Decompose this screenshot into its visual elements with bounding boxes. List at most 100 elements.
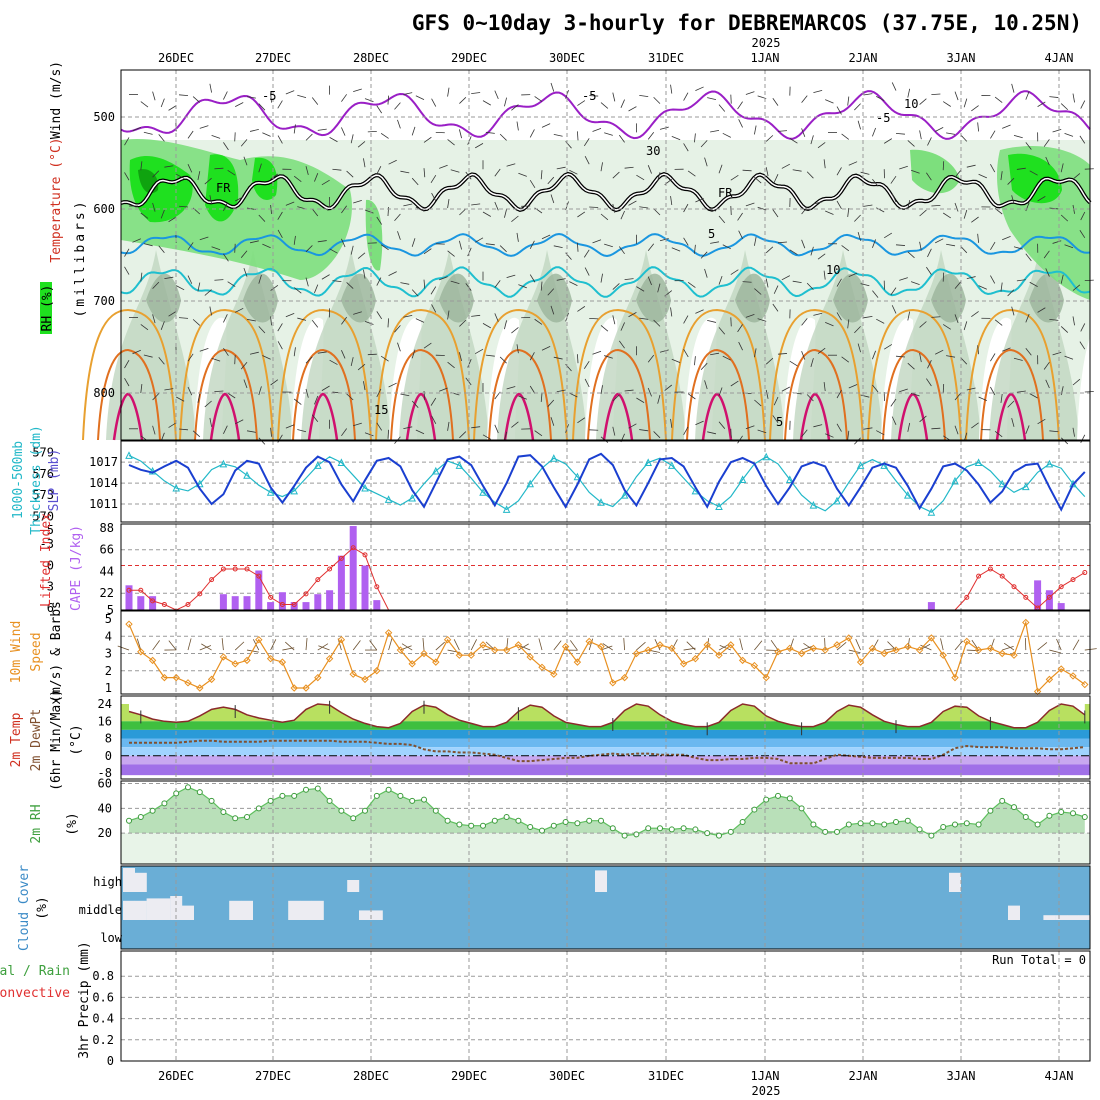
wind-speed-marker xyxy=(455,651,464,659)
wind-barb xyxy=(227,392,236,399)
wind-barb xyxy=(718,387,723,397)
thickness-marker xyxy=(573,472,582,481)
wind-speed-marker xyxy=(373,667,381,675)
wind-barb xyxy=(854,326,861,334)
wind-barb xyxy=(506,386,516,390)
wind-barb xyxy=(332,168,342,171)
wind-barb xyxy=(450,169,460,173)
rh-shade-green xyxy=(910,149,960,194)
wind-barb-10m xyxy=(168,640,177,651)
wind-barb xyxy=(305,277,309,287)
wind-barb xyxy=(577,354,579,364)
wind-barb xyxy=(817,347,826,354)
temp-contour-25 xyxy=(307,392,339,441)
wind-speed-marker xyxy=(125,620,133,628)
wind-barb xyxy=(813,424,823,428)
wind-barb xyxy=(246,430,256,433)
wind-barb xyxy=(777,241,788,244)
wind-barb xyxy=(754,125,757,135)
wind-barb xyxy=(990,353,996,362)
wind-barb xyxy=(612,171,620,179)
wind-barb xyxy=(683,92,689,101)
wind-label-3: (m/s) & Barbs xyxy=(49,601,64,703)
wind-barb xyxy=(529,179,536,189)
wind-barb xyxy=(722,132,731,138)
wind-barb xyxy=(694,356,696,366)
wind-barb xyxy=(899,165,908,170)
wind-barb-10m xyxy=(201,643,212,651)
wind-barb xyxy=(604,243,613,248)
wind-barb xyxy=(577,131,579,141)
rh-marker xyxy=(279,792,286,799)
thickness-marker xyxy=(715,502,723,511)
wind-speed-marker xyxy=(172,673,180,682)
wind-barb xyxy=(639,206,649,209)
wind-barb xyxy=(249,351,259,355)
wind-barb xyxy=(792,280,802,283)
wind-speed-marker xyxy=(302,684,310,692)
wind-barb xyxy=(504,431,507,441)
wind-barb xyxy=(285,313,295,318)
wind-barb xyxy=(550,82,555,92)
wind-barb xyxy=(262,355,271,360)
wind-barb xyxy=(907,140,915,147)
thickness-marker xyxy=(526,479,535,488)
slp-label-2: Thickness (dm) xyxy=(29,425,44,535)
wind-speed-marker xyxy=(196,684,204,692)
wind-barb xyxy=(1037,307,1046,313)
lifted-index-marker xyxy=(220,566,226,572)
wind-barb xyxy=(199,125,209,129)
wind-barb-10m xyxy=(739,638,743,651)
wind-barb xyxy=(178,205,189,208)
wind-barb xyxy=(963,98,968,108)
wind-barb xyxy=(854,103,861,111)
lifted-index-marker xyxy=(185,601,191,607)
wind-barb xyxy=(789,360,798,367)
wind-barb xyxy=(1052,240,1062,244)
wind-barb xyxy=(990,241,996,251)
wind-barb xyxy=(494,280,501,288)
wind-barb xyxy=(423,168,426,178)
wind-barb xyxy=(687,393,696,400)
cloud-bar xyxy=(134,872,147,892)
wind-speed-marker xyxy=(609,679,617,687)
date-tick-label: 1JAN xyxy=(751,51,780,65)
rh-marker xyxy=(586,817,593,824)
wind-frame xyxy=(120,610,1091,695)
wind-barb xyxy=(670,418,673,428)
contour-label: FR xyxy=(718,186,733,200)
wind-speed-marker xyxy=(184,679,192,687)
wind-barb-10m xyxy=(270,639,277,651)
temp-band xyxy=(121,729,1090,739)
wind-barb xyxy=(737,212,743,221)
rh-marker xyxy=(1070,810,1076,817)
wind-barb xyxy=(954,202,959,212)
lifted-index-marker xyxy=(1011,584,1017,590)
wind-barb xyxy=(329,248,338,254)
wind-speed-marker xyxy=(266,654,275,663)
cape-bar xyxy=(137,596,145,610)
wind-barb xyxy=(285,424,295,429)
slp-tick-label: 1014 xyxy=(89,476,118,490)
wind-barb xyxy=(745,202,755,207)
wind-barb xyxy=(994,430,1003,438)
rh-2m-panel: 20 40 60 xyxy=(98,776,1091,865)
wind-barb xyxy=(891,82,897,91)
date-tick-label: 28DEC xyxy=(353,1069,389,1083)
wind-barb xyxy=(781,386,790,392)
slp-tick-label: 1017 xyxy=(89,455,118,469)
temp-frame xyxy=(120,695,1091,780)
wind-barb xyxy=(411,400,419,408)
rh-shade-dark xyxy=(636,273,671,323)
wind-barb xyxy=(671,247,681,252)
wind-speed-marker xyxy=(432,658,440,666)
rh-marker xyxy=(480,822,486,829)
wind-barb xyxy=(314,173,319,182)
bottom-date-axis: 26DEC 27DEC 28DEC 29DEC 30DEC 31DEC 1JAN 2JAN 3J… xyxy=(158,1069,1074,1083)
wind-barb xyxy=(499,356,507,364)
wind-barb xyxy=(647,387,652,397)
temp-band xyxy=(121,738,1090,748)
lifted-index-marker xyxy=(1082,570,1088,576)
wind-barb xyxy=(872,178,879,187)
wind-barb xyxy=(1080,211,1086,221)
